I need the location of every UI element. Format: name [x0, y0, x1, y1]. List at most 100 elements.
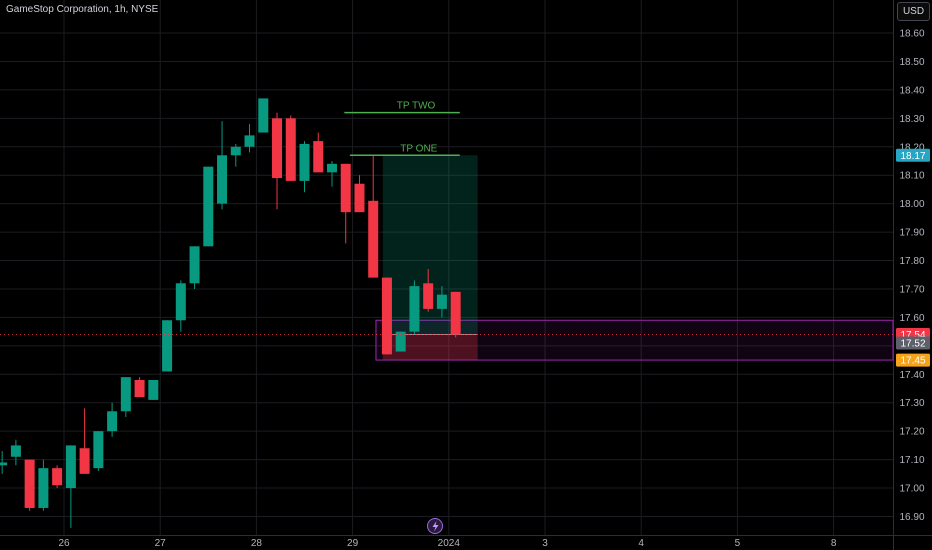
candle-body	[0, 462, 8, 466]
candle-body	[395, 331, 406, 352]
support-zone	[375, 319, 894, 361]
annotations: TP TWO TP ONE	[344, 101, 460, 157]
price-badge-bg	[896, 336, 930, 350]
y-tick-label: 17.10	[899, 455, 924, 466]
candle-body	[450, 291, 461, 335]
candle-up	[244, 124, 255, 153]
candle-body	[148, 379, 159, 400]
candle-body	[258, 98, 269, 133]
candle-down	[354, 175, 365, 213]
candle-body	[120, 377, 131, 412]
candle-up	[189, 246, 200, 289]
price-badge: 17.52	[896, 336, 930, 350]
x-tick-label: 29	[347, 538, 359, 549]
candle-down	[24, 459, 35, 511]
candle-body	[203, 166, 214, 247]
candle-down	[285, 115, 296, 181]
candle-body	[285, 118, 296, 181]
target-label: TP ONE	[400, 143, 437, 154]
y-tick-label: 17.20	[899, 427, 924, 438]
y-tick-label: 17.30	[899, 398, 924, 409]
candle-up	[203, 166, 214, 247]
candle-up	[65, 445, 76, 528]
y-tick-label: 16.90	[899, 512, 924, 523]
candle-up	[217, 121, 228, 210]
x-tick-label: 8	[831, 538, 837, 549]
candle-body	[230, 146, 241, 156]
candle-body	[326, 163, 337, 173]
candle-body	[65, 445, 76, 489]
price-badge-bg	[896, 353, 930, 367]
price-badge: 17.45	[896, 353, 930, 367]
candle-up	[107, 402, 118, 437]
candle-body	[409, 286, 420, 332]
candle-down	[450, 291, 461, 338]
time-axis[interactable]: 26 27 28 29 2024 3 4 5 8	[58, 538, 836, 549]
candle-down	[272, 112, 283, 210]
y-tick-label: 18.60	[899, 29, 924, 40]
candle-up	[38, 459, 49, 511]
y-tick-label: 18.50	[899, 57, 924, 68]
candle-up	[175, 280, 186, 332]
candle-down	[313, 132, 324, 173]
candle-body	[107, 411, 118, 432]
candle-up	[299, 141, 310, 193]
y-tick-label: 18.10	[899, 171, 924, 182]
candles	[0, 98, 461, 528]
lightning-icon[interactable]	[427, 518, 443, 534]
candle-down	[340, 163, 351, 244]
price-badge-label: 18.17	[900, 151, 925, 162]
candle-body	[217, 155, 228, 204]
candle-up	[148, 379, 159, 400]
candle-down	[423, 269, 434, 312]
y-tick-label: 17.90	[899, 228, 924, 239]
candle-body	[10, 445, 21, 457]
x-tick-label: 2024	[438, 538, 461, 549]
x-tick-label: 4	[638, 538, 644, 549]
price-badge-label: 17.54	[900, 330, 925, 341]
candle-body	[38, 468, 49, 508]
chart-title: GameStop Corporation, 1h, NYSE	[6, 4, 159, 15]
candle-body	[368, 200, 379, 278]
candle-body	[340, 163, 351, 213]
price-badge-bg	[896, 148, 930, 162]
candle-body	[423, 283, 434, 309]
y-tick-label: 18.20	[899, 142, 924, 153]
candle-body	[79, 448, 90, 474]
x-tick-label: 27	[155, 538, 167, 549]
candle-body	[175, 283, 186, 321]
candle-down	[381, 277, 392, 355]
currency-button[interactable]: USD	[897, 2, 930, 21]
candle-body	[272, 118, 283, 179]
y-tick-label: 17.40	[899, 370, 924, 381]
candle-body	[134, 379, 145, 398]
candle-body	[436, 294, 447, 309]
x-tick-label: 28	[251, 538, 263, 549]
price-axis[interactable]: 16.9017.0017.1017.2017.3017.4017.5017.60…	[896, 29, 930, 524]
candle-body	[313, 141, 324, 173]
candle-down	[134, 377, 145, 398]
candle-up	[436, 286, 447, 318]
price-badge: 18.17	[896, 148, 930, 162]
candle-up	[409, 280, 420, 335]
candle-up	[230, 143, 241, 167]
y-tick-label: 17.60	[899, 313, 924, 324]
candle-up	[162, 320, 173, 372]
candle-body	[24, 459, 35, 508]
candle-body	[354, 183, 365, 213]
candle-body	[244, 135, 255, 147]
candle-body	[52, 468, 63, 486]
candle-body	[381, 277, 392, 355]
x-tick-label: 26	[58, 538, 70, 549]
y-tick-label: 17.00	[899, 484, 924, 495]
candle-up	[326, 160, 337, 187]
x-tick-label: 3	[542, 538, 548, 549]
candle-up	[0, 451, 8, 474]
target-label: TP TWO	[397, 101, 436, 112]
candle-down	[79, 408, 90, 474]
x-tick-label: 5	[735, 538, 741, 549]
y-tick-label: 18.00	[899, 199, 924, 210]
candle-down	[52, 465, 63, 489]
